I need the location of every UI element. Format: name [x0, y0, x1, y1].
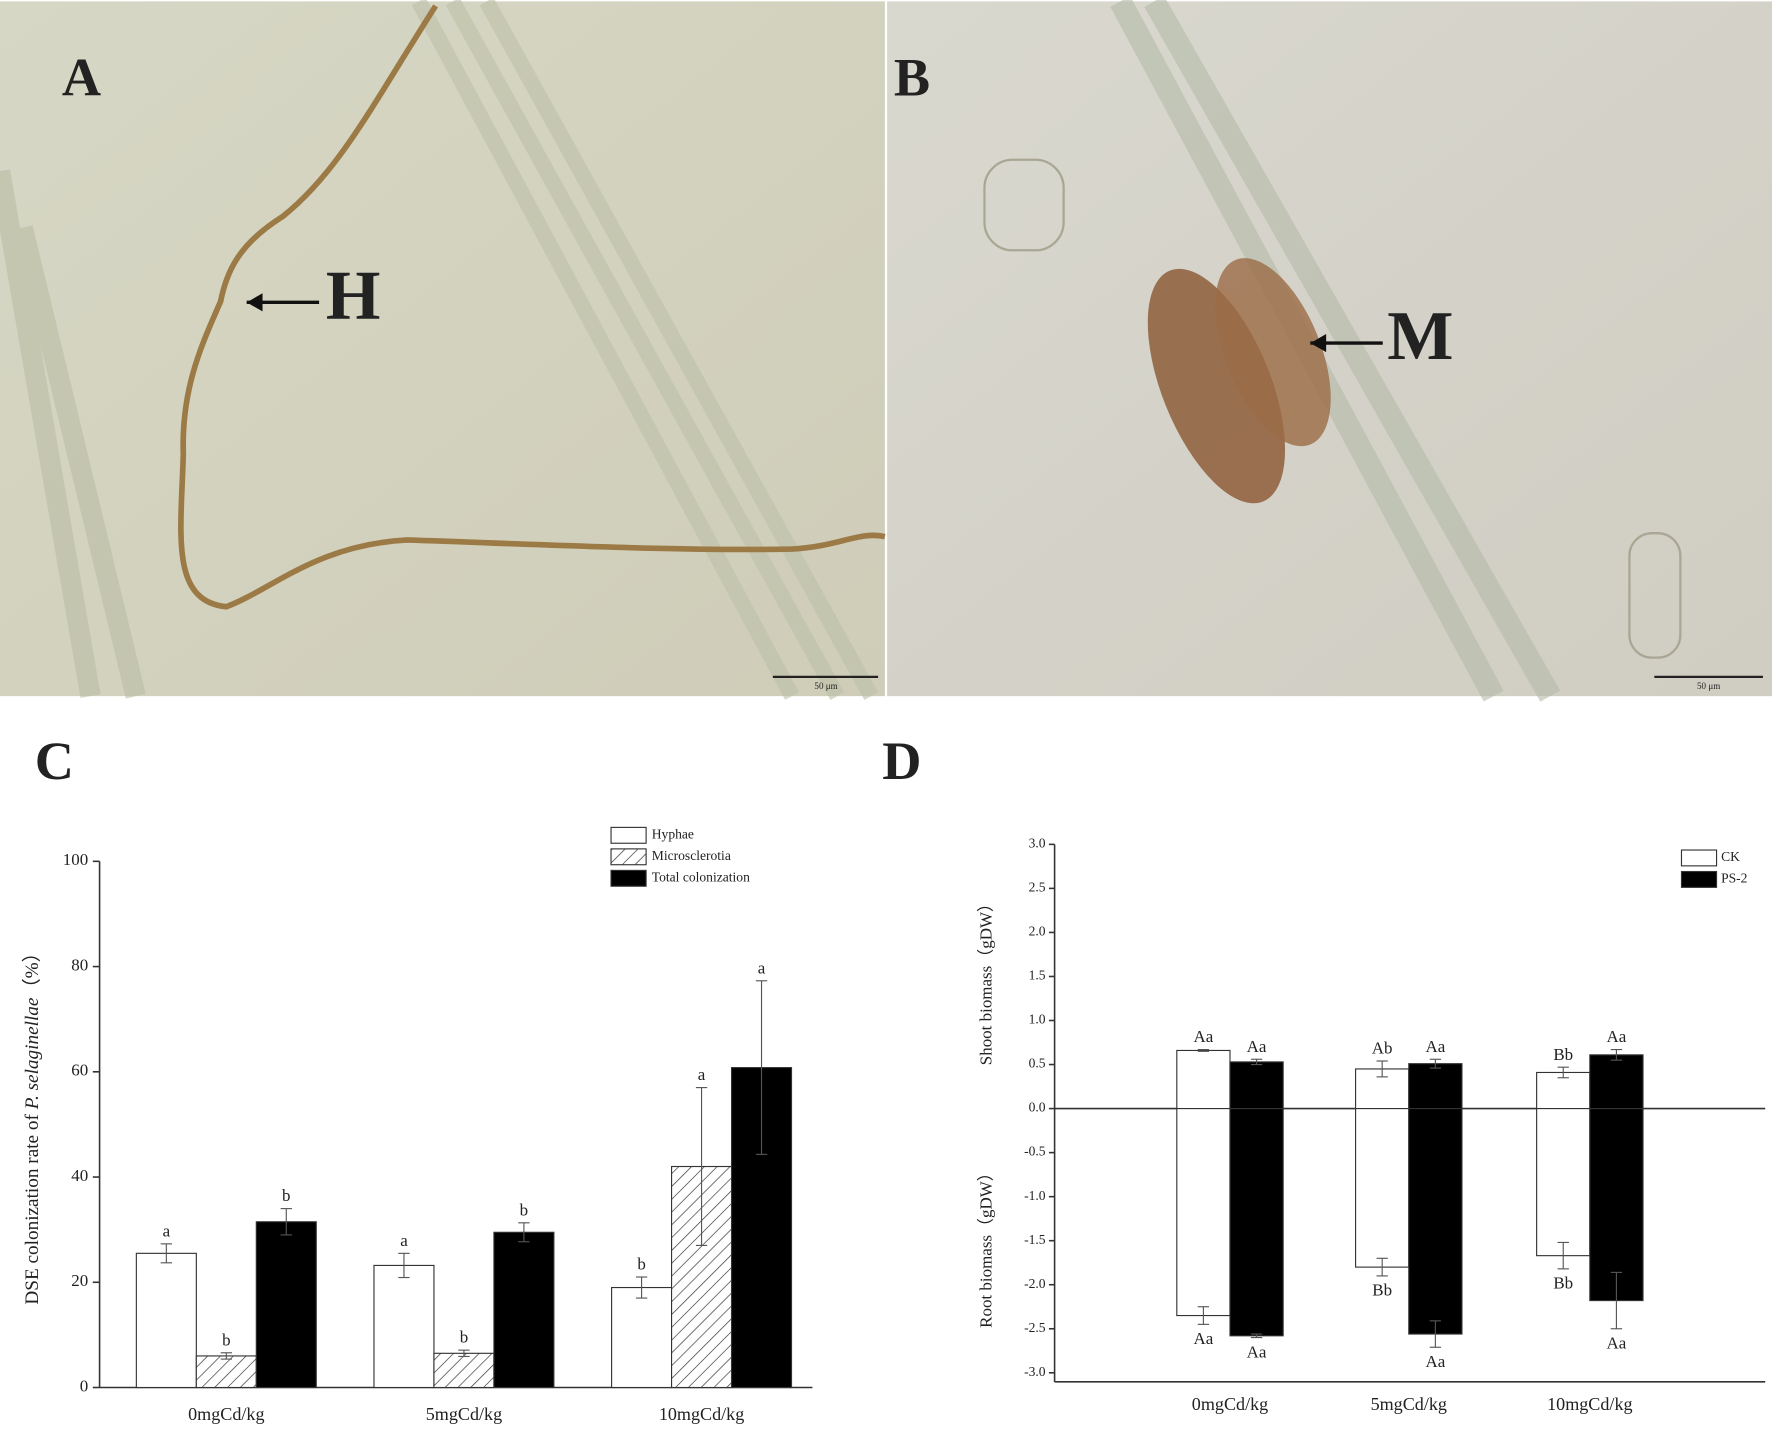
y-tick-label: 40: [71, 1166, 88, 1185]
panel-label: C: [35, 731, 74, 791]
y-tick-label: 2.0: [1029, 924, 1046, 939]
significance-letter: Aa: [1425, 1352, 1445, 1371]
bar: [1408, 1063, 1463, 1110]
x-tick-label: 0mgCd/kg: [188, 1404, 264, 1424]
y-axis-title-part: （%）: [21, 943, 43, 997]
significance-letter: Aa: [1607, 1333, 1627, 1352]
x-tick-label: 5mgCd/kg: [1371, 1394, 1447, 1414]
significance-letter: Aa: [1425, 1037, 1445, 1056]
bar: [1408, 1108, 1463, 1335]
y-tick-label: -3.0: [1024, 1364, 1046, 1379]
y-tick-label: 20: [71, 1271, 88, 1290]
y-tick-label: 0.0: [1029, 1100, 1046, 1115]
micrograph-b: B M 50 μm: [887, 0, 1772, 702]
bar: [373, 1264, 435, 1389]
bar: [1589, 1108, 1644, 1302]
bar: [135, 1252, 197, 1389]
significance-letter: a: [163, 1221, 171, 1240]
x-tick-label: 0mgCd/kg: [1192, 1394, 1268, 1414]
y-tick-label: 60: [71, 1061, 88, 1080]
y-tick-label: -2.5: [1024, 1320, 1046, 1335]
bar: [1589, 1054, 1644, 1110]
legend-swatch: [610, 869, 647, 887]
legend-swatch: [610, 826, 647, 844]
micrograph-a: A H 50 μm: [0, 0, 886, 700]
x-tick-label: 5mgCd/kg: [426, 1404, 502, 1424]
bar: [1229, 1108, 1284, 1337]
legend-label: Microsclerotia: [652, 848, 731, 863]
legend-swatch: [610, 848, 647, 866]
significance-letter: Aa: [1607, 1027, 1627, 1046]
y-tick-label: -1.5: [1024, 1232, 1046, 1247]
y-axis-title: DSE colonization rate of P. selaginellae…: [21, 943, 43, 1305]
legend-swatch: [1680, 870, 1718, 888]
scale-bar-label: 50 μm: [1697, 681, 1720, 691]
significance-letter: b: [282, 1186, 290, 1205]
bar: [433, 1352, 495, 1389]
significance-letter: Bb: [1553, 1274, 1573, 1293]
annotation: H: [326, 256, 381, 334]
bar: [1536, 1071, 1591, 1110]
y-tick-label: -2.0: [1024, 1276, 1046, 1291]
significance-letter: b: [520, 1200, 528, 1219]
significance-letter: b: [222, 1330, 230, 1349]
scale-bar-label: 50 μm: [814, 681, 837, 691]
bar: [1536, 1108, 1591, 1257]
y-axis-title: Shoot biomass（gDW）: [977, 895, 996, 1065]
y-tick-label: 0: [80, 1376, 88, 1395]
significance-letter: Aa: [1194, 1329, 1214, 1348]
legend-label: PS-2: [1721, 871, 1748, 886]
y-tick-label: 80: [71, 955, 88, 974]
legend-label: Hyphae: [652, 826, 694, 841]
bar: [493, 1231, 555, 1389]
significance-letter: Aa: [1247, 1037, 1267, 1056]
y-tick-label: 2.5: [1029, 880, 1046, 895]
legend-swatch: [1680, 849, 1718, 867]
bar: [1176, 1108, 1231, 1317]
y-tick-label: -0.5: [1024, 1144, 1046, 1159]
bar: [195, 1355, 257, 1389]
y-tick-label: 1.5: [1029, 968, 1046, 983]
y-tick-label: -1.0: [1024, 1188, 1046, 1203]
annotation: M: [1387, 297, 1453, 375]
panel-label: A: [62, 47, 101, 107]
y-axis-title: Root biomass（gDW）: [977, 1164, 996, 1328]
x-tick-label: 10mgCd/kg: [659, 1404, 744, 1424]
significance-letter: a: [698, 1065, 706, 1084]
significance-letter: a: [758, 958, 766, 977]
bar: [1355, 1108, 1410, 1268]
legend-label: Total colonization: [652, 869, 750, 884]
y-tick-label: 3.0: [1029, 835, 1046, 850]
significance-letter: Aa: [1247, 1342, 1267, 1361]
y-axis-title-part: DSE colonization rate of: [22, 1109, 43, 1304]
bar: [611, 1286, 673, 1389]
y-tick-label: 1.0: [1029, 1012, 1046, 1027]
y-tick-label: 100: [63, 850, 88, 869]
significance-letter: Aa: [1194, 1027, 1214, 1046]
significance-letter: Ab: [1372, 1039, 1393, 1058]
legend-label: CK: [1721, 849, 1740, 864]
panel-label: D: [882, 731, 921, 791]
y-tick-label: 0.5: [1029, 1056, 1046, 1071]
y-axis-title-part: P. selaginellae: [22, 997, 43, 1110]
significance-letter: b: [637, 1255, 645, 1274]
significance-letter: Bb: [1372, 1281, 1392, 1300]
bar: [255, 1221, 317, 1389]
bar: [1229, 1061, 1284, 1110]
x-tick-label: 10mgCd/kg: [1547, 1394, 1632, 1414]
bar: [1176, 1049, 1231, 1110]
panel-label: B: [894, 47, 930, 107]
significance-letter: b: [460, 1328, 468, 1347]
significance-letter: a: [400, 1231, 408, 1250]
significance-letter: Bb: [1553, 1045, 1573, 1064]
